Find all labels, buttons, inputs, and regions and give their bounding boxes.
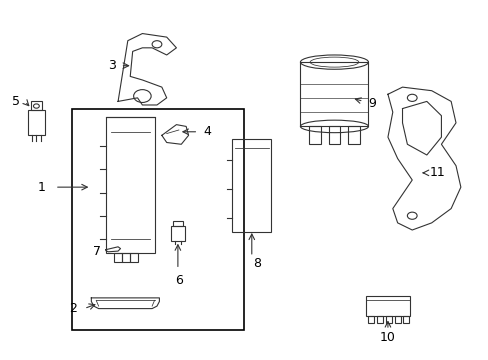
Bar: [122, 253, 130, 262]
Text: 8: 8: [252, 257, 260, 270]
Bar: [385, 316, 391, 323]
Text: 4: 4: [203, 125, 211, 138]
Bar: [72, 109, 244, 330]
Text: 3: 3: [107, 59, 116, 72]
Text: 9: 9: [368, 97, 376, 110]
Bar: [376, 316, 382, 323]
Bar: [347, 126, 359, 144]
Text: 1: 1: [37, 181, 45, 194]
Bar: [403, 316, 408, 323]
Bar: [328, 126, 340, 144]
Bar: [130, 253, 138, 262]
Bar: [394, 316, 400, 323]
Text: 2: 2: [69, 302, 77, 315]
Bar: [368, 316, 373, 323]
Text: 11: 11: [428, 166, 444, 179]
Bar: [114, 253, 122, 262]
Bar: [170, 226, 185, 241]
Bar: [308, 126, 320, 144]
Bar: [366, 296, 409, 316]
Text: 10: 10: [379, 331, 395, 344]
Text: 6: 6: [175, 274, 183, 287]
Text: 7: 7: [93, 245, 101, 258]
Bar: [173, 221, 183, 226]
Text: 5: 5: [12, 95, 20, 108]
Bar: [300, 62, 368, 126]
Bar: [30, 102, 42, 111]
Bar: [28, 111, 45, 135]
